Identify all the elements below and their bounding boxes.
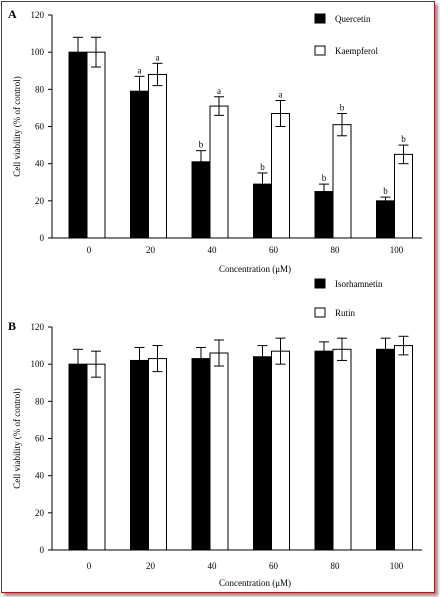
bar [86,51,106,239]
legend-label: Quercetin [335,14,371,24]
y-tick-label: 40 [35,159,45,169]
y-tick-label: 20 [35,196,45,206]
data-label: a [156,52,160,62]
x-tick-label: 20 [146,245,156,255]
legend-swatch [314,45,326,56]
legend-swatch [314,307,326,318]
x-tick-label: 100 [390,245,404,255]
bar [394,153,413,239]
bar [130,359,149,551]
data-label: a [138,65,142,75]
bar [68,363,88,551]
x-tick-label: 80 [331,561,341,571]
data-label: b [401,134,406,144]
bar [86,363,106,551]
legend-swatch [314,13,326,24]
y-tick-label: 40 [35,471,45,481]
x-tick-label: 80 [331,245,341,255]
y-tick-label: 80 [35,396,45,406]
x-tick-label: 100 [390,561,404,571]
bar [209,352,229,551]
y-tick-label: 120 [31,10,45,20]
data-label: b [383,186,388,196]
bar [394,345,413,551]
y-tick-label: 0 [40,233,45,243]
bar [130,90,149,239]
y-tick-label: 20 [35,508,45,518]
bar [332,124,352,239]
legend-label: Kaempferol [335,46,378,56]
legend-label: Isorhamnetin [335,279,383,289]
data-label: b [199,140,204,150]
x-axis-title: Concentration (μM) [219,264,291,274]
bar [376,200,395,239]
bar [209,105,229,239]
bar [271,112,290,239]
x-tick-label: 40 [208,561,218,571]
bar [253,356,272,551]
bar [148,358,167,551]
x-tick-label: 60 [269,245,279,255]
y-tick-label: 60 [35,434,45,444]
y-tick-label: 0 [40,545,45,555]
bar [314,350,334,551]
panel-letter: B [8,319,16,333]
bar [68,51,88,239]
y-axis-title: Cell viability (% of control) [12,388,22,488]
bar [271,350,290,551]
x-tick-label: 20 [146,561,156,571]
x-tick-label: 40 [208,245,218,255]
y-tick-label: 80 [35,84,45,94]
y-tick-label: 100 [31,47,45,57]
data-label: a [217,86,221,96]
x-tick-label: 0 [87,561,92,571]
data-label: b [260,162,265,172]
panel-letter: A [8,7,17,21]
y-tick-label: 100 [31,359,45,369]
y-tick-label: 60 [35,122,45,132]
bar [148,73,167,239]
data-label: b [322,173,327,183]
y-axis-title: Cell viability (% of control) [12,76,22,176]
y-tick-label: 120 [31,322,45,332]
data-label: b [340,102,345,112]
bar [332,348,352,551]
x-tick-label: 60 [269,561,279,571]
x-tick-label: 0 [87,245,92,255]
bar [376,348,395,551]
legend-swatch [314,278,326,289]
data-label: a [279,89,283,99]
bar [191,358,211,551]
legend-label: Rutin [335,308,356,318]
x-axis-title: Concentration (μM) [219,578,291,588]
